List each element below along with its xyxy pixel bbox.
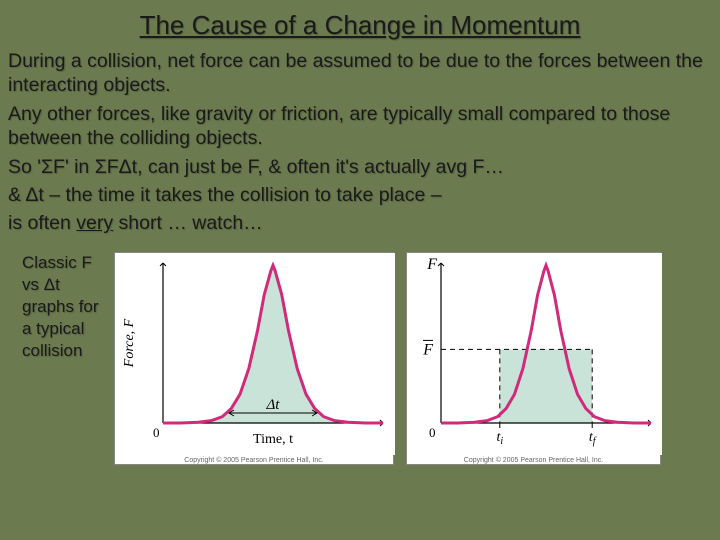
chart-right-copyright: Copyright © 2005 Pearson Prentice Hall, … [407, 455, 660, 464]
paragraph-3: So 'ΣF' in ΣFΔt, can just be F, & often … [0, 153, 720, 181]
paragraph-4b: is often very short … watch… [0, 209, 720, 237]
chart-left-frame: Δt Force, F Time, t 0 Copyright © 2005 Pear… [114, 252, 394, 465]
svg-text:F: F [426, 256, 437, 273]
svg-text:0: 0 [153, 425, 160, 440]
paragraph-2: Any other forces, like gravity or fricti… [0, 100, 720, 153]
paragraph-1: During a collision, net force can be ass… [0, 47, 720, 100]
svg-text:F: F [422, 341, 433, 358]
svg-text:Δt: Δt [266, 397, 281, 413]
paragraph-4b-underline: very [76, 212, 113, 234]
svg-text:Time, t: Time, t [253, 432, 293, 447]
paragraph-4b-post: short … watch… [113, 212, 263, 234]
chart-right: F0Ftitf [407, 253, 662, 455]
chart-right-frame: F0Ftitf Copyright © 2005 Pearson Prentic… [406, 252, 661, 465]
svg-text:Force, F: Force, F [122, 318, 137, 368]
paragraph-4b-pre: is often [8, 212, 76, 234]
chart-left-copyright: Copyright © 2005 Pearson Prentice Hall, … [115, 455, 393, 464]
chart-left: Δt Force, F Time, t 0 [115, 253, 395, 455]
svg-text:0: 0 [429, 425, 436, 440]
page-title: The Cause of a Change in Momentum [0, 0, 720, 47]
figure-caption: Classic F vs Δt graphs for a typical col… [22, 252, 102, 362]
figure-row: Classic F vs Δt graphs for a typical col… [0, 244, 720, 465]
paragraph-4a: & Δt – the time it takes the collision t… [0, 181, 720, 209]
